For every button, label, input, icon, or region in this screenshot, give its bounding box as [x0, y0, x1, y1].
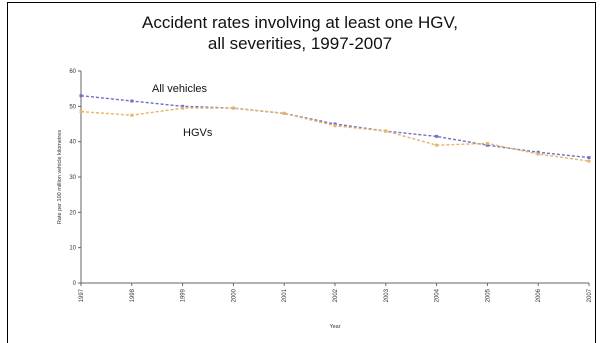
data-point-hgvs	[333, 124, 337, 128]
y-tick-label: 50	[69, 104, 76, 110]
series-label-hgvs: HGVs	[183, 127, 213, 139]
data-point-all-vehicles	[536, 150, 540, 154]
y-tick-label: 20	[69, 210, 76, 216]
x-tick-label: 2006	[536, 288, 542, 302]
series-label-all-vehicles: All vehicles	[152, 83, 208, 95]
data-point-all-vehicles	[435, 134, 439, 138]
data-point-all-vehicles	[79, 94, 83, 98]
y-tick-label: 0	[73, 281, 77, 287]
data-point-all-vehicles	[130, 99, 134, 103]
y-tick-label: 40	[69, 140, 76, 146]
data-point-hgvs	[485, 141, 489, 145]
chart-frame	[7, 2, 596, 343]
y-tick-label: 30	[69, 175, 76, 181]
data-point-hgvs	[282, 111, 286, 115]
x-axis-title: Year	[329, 324, 340, 330]
data-point-hgvs	[384, 129, 388, 133]
data-point-all-vehicles	[333, 122, 337, 126]
chart-title: Accident rates involving at least one HG…	[0, 12, 600, 54]
data-point-hgvs	[79, 110, 83, 114]
x-tick-label: 1997	[79, 288, 85, 302]
chart-title-line-2: all severities, 1997-2007	[207, 34, 393, 53]
data-point-hgvs	[587, 159, 591, 163]
data-point-all-vehicles	[485, 143, 489, 147]
data-point-hgvs	[231, 106, 235, 110]
x-tick-label: 2007	[587, 288, 593, 302]
data-point-hgvs	[536, 152, 540, 156]
x-tick-label: 2000	[231, 288, 237, 302]
x-tick-label: 1999	[181, 288, 187, 302]
data-point-hgvs	[435, 143, 439, 147]
series-line-hgvs	[80, 107, 590, 162]
y-tick-label: 60	[69, 69, 76, 75]
y-tick-label: 10	[69, 246, 76, 252]
data-point-all-vehicles	[181, 104, 185, 108]
x-tick-label: 2002	[333, 288, 339, 302]
x-tick-label: 2005	[485, 288, 491, 302]
data-point-hgvs	[181, 106, 185, 110]
y-axis-title: Rate per 100 million vehicle kilometres	[57, 130, 63, 224]
chart-title-line-1: Accident rates involving at least one HG…	[142, 13, 458, 32]
data-point-hgvs	[130, 113, 134, 117]
x-tick-label: 2004	[435, 288, 441, 302]
x-tick-label: 1998	[130, 288, 136, 302]
data-point-all-vehicles	[587, 156, 591, 160]
x-tick-label: 2001	[282, 288, 288, 302]
x-tick-label: 2003	[384, 288, 390, 302]
